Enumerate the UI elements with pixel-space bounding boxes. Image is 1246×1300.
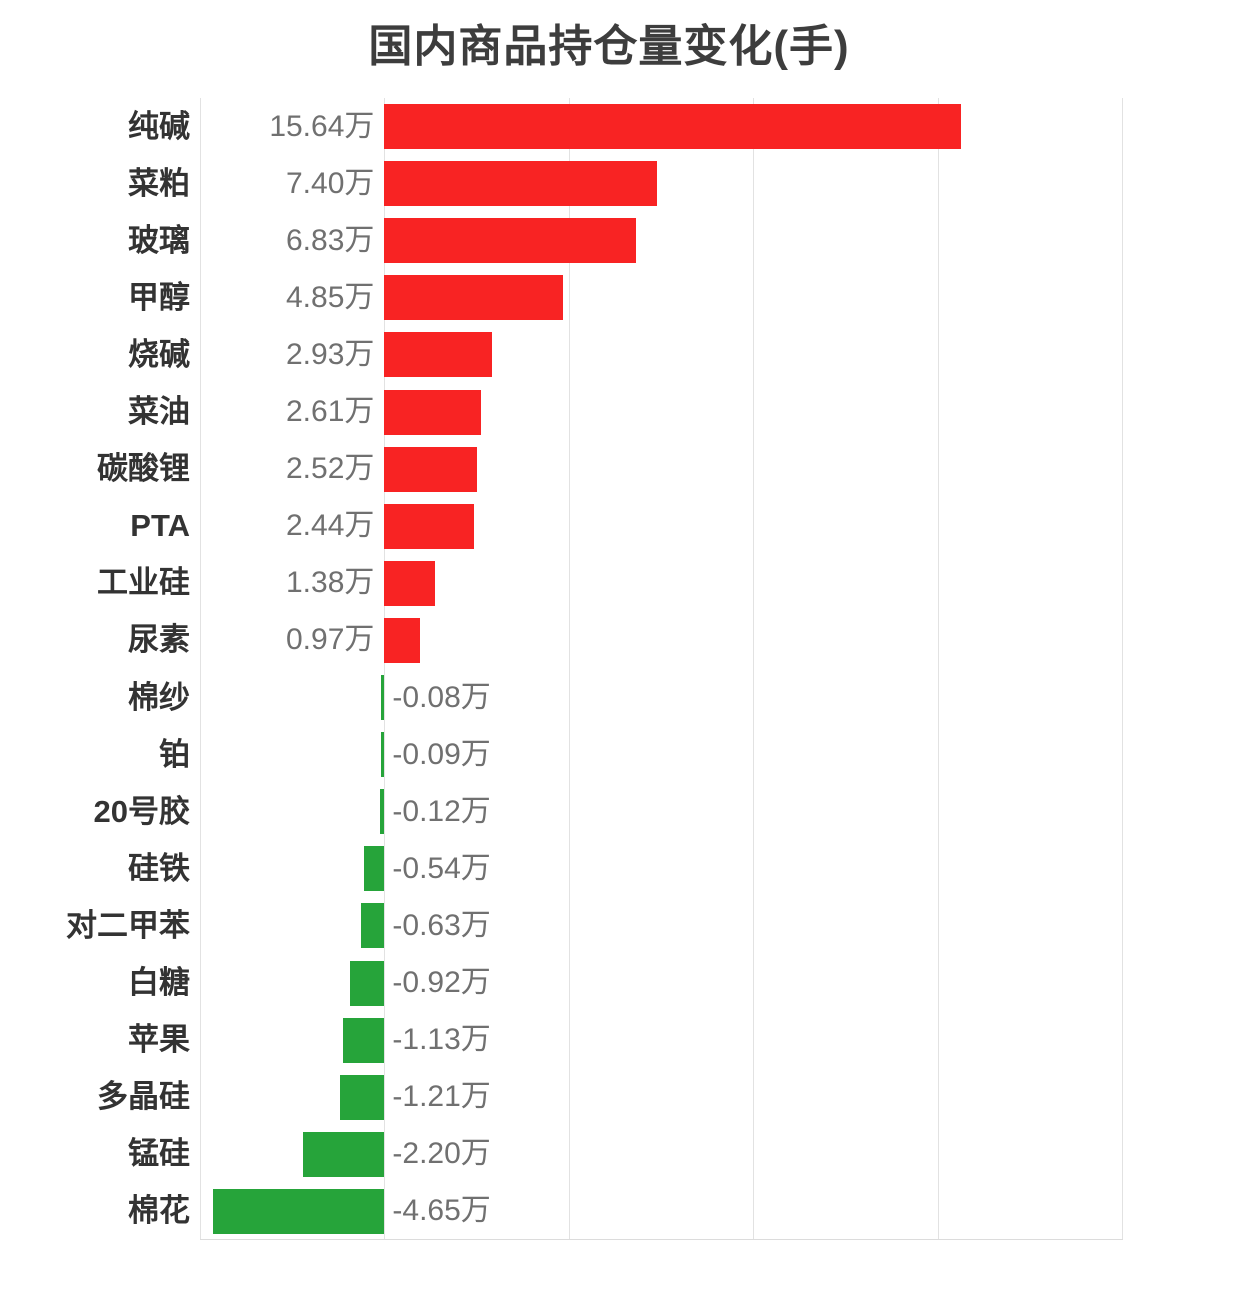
category-label: 对二甲苯 <box>66 907 190 943</box>
negative-bar <box>381 675 385 721</box>
category-label: 20号胶 <box>93 793 190 829</box>
value-label: 2.93万 <box>286 337 375 371</box>
value-label: 2.52万 <box>286 452 375 486</box>
positive-bar <box>384 503 475 549</box>
value-label: -0.09万 <box>392 737 491 771</box>
value-label: 1.38万 <box>286 566 375 600</box>
gridline <box>1122 98 1123 1240</box>
gridline <box>937 98 939 1240</box>
value-label: -2.20万 <box>392 1137 491 1171</box>
value-label: -1.13万 <box>392 1023 491 1057</box>
positive-bar <box>384 332 493 378</box>
category-label: 尿素 <box>128 622 190 658</box>
value-label: 0.97万 <box>286 623 375 657</box>
positive-bar <box>384 104 962 150</box>
negative-bar <box>342 1017 385 1063</box>
positive-bar <box>384 617 421 663</box>
category-label: 玻璃 <box>128 222 190 258</box>
category-label: 碳酸锂 <box>97 451 190 487</box>
category-label: 棉花 <box>128 1193 190 1229</box>
category-label: 棉纱 <box>128 679 190 715</box>
value-label: -1.21万 <box>392 1080 491 1114</box>
chart-title: 国内商品持仓量变化(手) <box>368 22 850 71</box>
category-label: 铂 <box>159 736 190 772</box>
category-label: 多晶硅 <box>97 1079 190 1115</box>
category-label: 硅铁 <box>128 850 190 886</box>
value-label: -0.12万 <box>392 794 491 828</box>
value-label: 2.61万 <box>286 395 375 429</box>
category-label: 苹果 <box>128 1022 190 1058</box>
zero-gridline <box>384 98 386 1240</box>
gridline <box>753 98 755 1240</box>
y-axis-line <box>200 98 201 1240</box>
negative-bar <box>339 1074 385 1120</box>
gridline <box>568 98 570 1240</box>
negative-bar <box>212 1188 385 1234</box>
negative-bar <box>364 846 385 892</box>
negative-bar <box>381 732 385 778</box>
category-label: 烧碱 <box>128 336 190 372</box>
value-label: -0.92万 <box>392 966 491 1000</box>
negative-bar <box>303 1131 385 1177</box>
value-label: -0.63万 <box>392 908 491 942</box>
positive-bar <box>384 389 481 435</box>
positive-bar <box>384 161 658 207</box>
category-label: 菜粕 <box>128 165 190 201</box>
category-label: 锰硅 <box>128 1136 190 1172</box>
positive-bar <box>384 446 478 492</box>
value-label: 6.83万 <box>286 223 375 257</box>
value-label: 15.64万 <box>269 109 375 143</box>
value-label: 7.40万 <box>286 166 375 200</box>
positive-bar <box>384 218 637 264</box>
category-label: PTA <box>130 508 190 544</box>
category-label: 甲醇 <box>128 279 190 315</box>
x-axis-line <box>200 1239 1123 1240</box>
category-label: 纯碱 <box>128 108 190 144</box>
category-label: 工业硅 <box>97 565 190 601</box>
category-label: 菜油 <box>128 394 190 430</box>
value-label: -0.08万 <box>392 680 491 714</box>
value-label: 4.85万 <box>286 280 375 314</box>
category-label: 白糖 <box>128 965 190 1001</box>
value-label: -4.65万 <box>392 1194 491 1228</box>
value-label: 2.44万 <box>286 509 375 543</box>
negative-bar <box>350 960 385 1006</box>
positive-bar <box>384 275 564 321</box>
positive-bar <box>384 560 436 606</box>
value-label: -0.54万 <box>392 851 491 885</box>
negative-bar <box>361 903 385 949</box>
negative-bar <box>379 789 385 835</box>
